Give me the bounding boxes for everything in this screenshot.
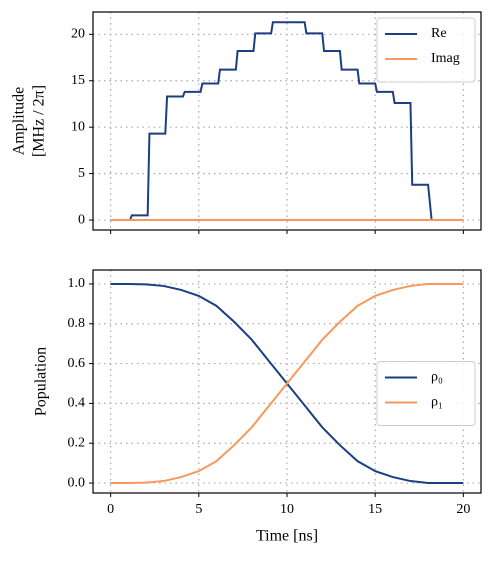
legend-label: Imag	[431, 51, 460, 66]
y-tick-label: 0.0	[68, 475, 86, 490]
x-tick-label: 15	[368, 502, 382, 517]
legend-label: ρ₁	[431, 395, 443, 410]
y-axis-label: Amplitude	[11, 87, 28, 155]
y-axis-label: [MHz / 2π]	[31, 85, 48, 157]
y-tick-label: 1.0	[68, 276, 86, 291]
x-tick-label: 5	[195, 502, 202, 517]
y-tick-label: 5	[78, 166, 85, 181]
series-line	[110, 21, 464, 222]
legend: ρ₀ ρ₁	[376, 361, 476, 426]
legend: Re Imag	[376, 17, 476, 83]
legend-box	[376, 17, 476, 83]
y-tick-label: 0.8	[68, 316, 86, 331]
legend-label: Re	[431, 26, 447, 41]
y-tick-label: 20	[71, 27, 85, 42]
series-line	[110, 282, 464, 485]
legend-label: ρ₀	[431, 370, 443, 385]
plot-frame	[92, 269, 482, 494]
legend-box	[376, 361, 476, 426]
y-axis-label: Population	[33, 347, 50, 416]
y-tick-label: 0	[78, 212, 85, 227]
x-tick-label: 20	[456, 502, 470, 517]
y-tick-label: 0.6	[68, 356, 86, 371]
y-tick-label: 0.2	[68, 435, 86, 450]
x-tick-label: 0	[107, 502, 114, 517]
y-tick-label: 10	[71, 119, 85, 134]
x-tick-label: 10	[280, 502, 294, 517]
y-tick-label: 15	[71, 73, 85, 88]
x-axis-label: Time [ns]	[256, 528, 318, 545]
y-tick-label: 0.4	[68, 396, 86, 411]
plot-frame	[92, 11, 482, 231]
